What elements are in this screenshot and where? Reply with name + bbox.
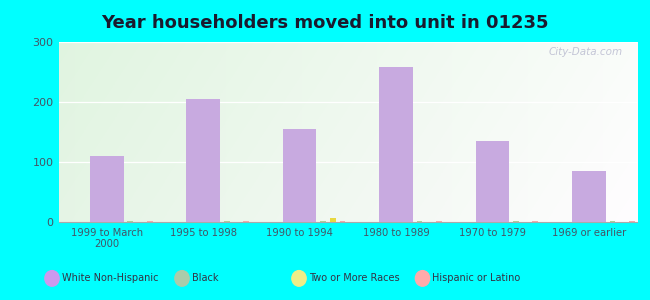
Text: White Non-Hispanic: White Non-Hispanic: [62, 273, 158, 284]
Bar: [330, 218, 335, 222]
Bar: [417, 221, 423, 222]
Bar: [224, 221, 229, 222]
Bar: [629, 221, 634, 222]
Bar: [436, 221, 442, 222]
Bar: [147, 221, 153, 222]
Bar: [532, 221, 538, 222]
Bar: [243, 221, 249, 222]
Bar: [90, 156, 124, 222]
Bar: [187, 99, 220, 222]
Bar: [610, 221, 616, 222]
Text: Hispanic or Latino: Hispanic or Latino: [432, 273, 521, 284]
Bar: [572, 171, 606, 222]
Text: City-Data.com: City-Data.com: [549, 47, 623, 57]
Bar: [127, 221, 133, 222]
Bar: [283, 129, 317, 222]
Text: Two or More Races: Two or More Races: [309, 273, 399, 284]
Bar: [513, 221, 519, 222]
Bar: [476, 141, 509, 222]
Text: Year householders moved into unit in 01235: Year householders moved into unit in 012…: [101, 14, 549, 32]
Bar: [379, 67, 413, 222]
Bar: [320, 221, 326, 222]
Bar: [339, 221, 345, 222]
Text: Black: Black: [192, 273, 218, 284]
